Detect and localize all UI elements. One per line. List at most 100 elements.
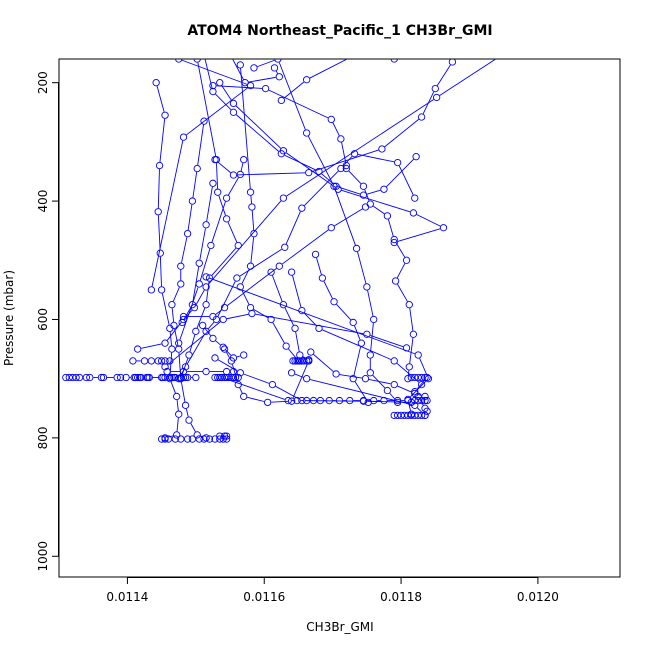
series-line-segment [215,93,232,111]
x-tick-label: 0.0120 [517,590,559,604]
y-axis-label: Pressure (mbar) [2,270,16,366]
series-line-segment [241,269,250,284]
data-point [335,396,344,405]
data-point [233,274,241,282]
x-tick-label: 0.0118 [380,590,422,604]
series-line-segment [322,329,392,360]
series-line-segment [197,62,217,157]
data-point [330,182,338,190]
data-point [383,386,392,395]
data-point [307,348,315,356]
series-line-segment [221,85,232,101]
data-point [170,321,178,330]
series-line-segment [284,307,294,326]
y-tick-label: 600 [36,308,50,331]
series-line-segment [286,99,434,197]
series-line-segment [336,304,352,321]
data-point [370,315,378,324]
x-tick-label: 0.0114 [106,590,148,604]
data-point [193,164,201,173]
series-line-segment [250,195,253,204]
data-point [113,373,121,382]
data-point [157,286,166,294]
data-point [207,241,215,250]
series-line-segment [217,161,231,174]
series-line-segment [285,211,301,245]
series-line-segment [227,221,238,243]
data-point [200,117,208,125]
data-point [291,324,299,333]
data-point [229,108,238,116]
data-point [183,373,192,382]
series-line-segment [181,237,188,263]
data-point [337,135,345,143]
series-line-segment [372,205,385,215]
data-point [409,209,418,217]
data-point [411,388,419,396]
data-point [219,315,227,324]
series-line-segment [243,373,270,384]
series-line-segment [181,59,248,85]
data-point [211,155,219,164]
data-point [193,431,201,439]
series-line-segment [416,214,441,227]
data-point [303,357,311,365]
series-line-segment [286,152,336,188]
series-line-segment [174,328,179,346]
data-point [261,84,270,93]
data-point [366,369,374,377]
data-point [175,339,183,347]
data-point [279,301,288,309]
data-point [417,380,426,389]
series-line-segment [272,322,285,344]
series-line-segment [157,169,160,209]
data-point [431,84,439,93]
data-point [316,396,324,405]
series-line-segment [292,364,308,399]
series-line-segment [151,140,184,287]
data-point [390,380,398,389]
data-point [161,111,169,119]
series-17 [175,150,419,383]
data-point [264,398,272,407]
data-point [303,129,311,137]
series-line-segment [250,237,255,263]
data-point [400,411,409,420]
data-point [209,334,217,343]
data-point [393,158,402,167]
data-point [97,373,106,382]
data-point [195,435,203,443]
data-point [359,396,368,405]
data-point [168,301,176,309]
series-line-segment [313,354,334,372]
data-point [99,373,108,382]
data-point [222,194,231,202]
series-30 [163,367,238,376]
data-point [380,185,388,193]
data-point [417,411,426,420]
series-28 [62,373,200,382]
series-line-segment [341,189,411,213]
data-point [281,243,289,251]
series-line-segment [389,392,396,400]
data-point [190,303,199,312]
data-point [393,396,402,405]
series-line-segment [211,201,226,243]
series-line-segment [185,408,189,417]
series-line-segment [216,85,263,89]
series-line-segment [211,247,237,276]
series-line-segment [409,337,414,364]
data-point [179,367,188,376]
series-36 [390,411,429,420]
data-point [171,435,179,443]
data-point [346,396,354,405]
series-line-segment [304,312,317,327]
data-point [122,373,130,382]
series-line-segment [334,208,363,227]
series-20 [287,268,426,389]
series-line-segment [215,340,221,346]
y-tick-label: 400 [36,190,50,213]
series-line-segment [334,189,356,246]
series-line-segment [251,210,255,231]
series-line-segment [321,173,334,185]
